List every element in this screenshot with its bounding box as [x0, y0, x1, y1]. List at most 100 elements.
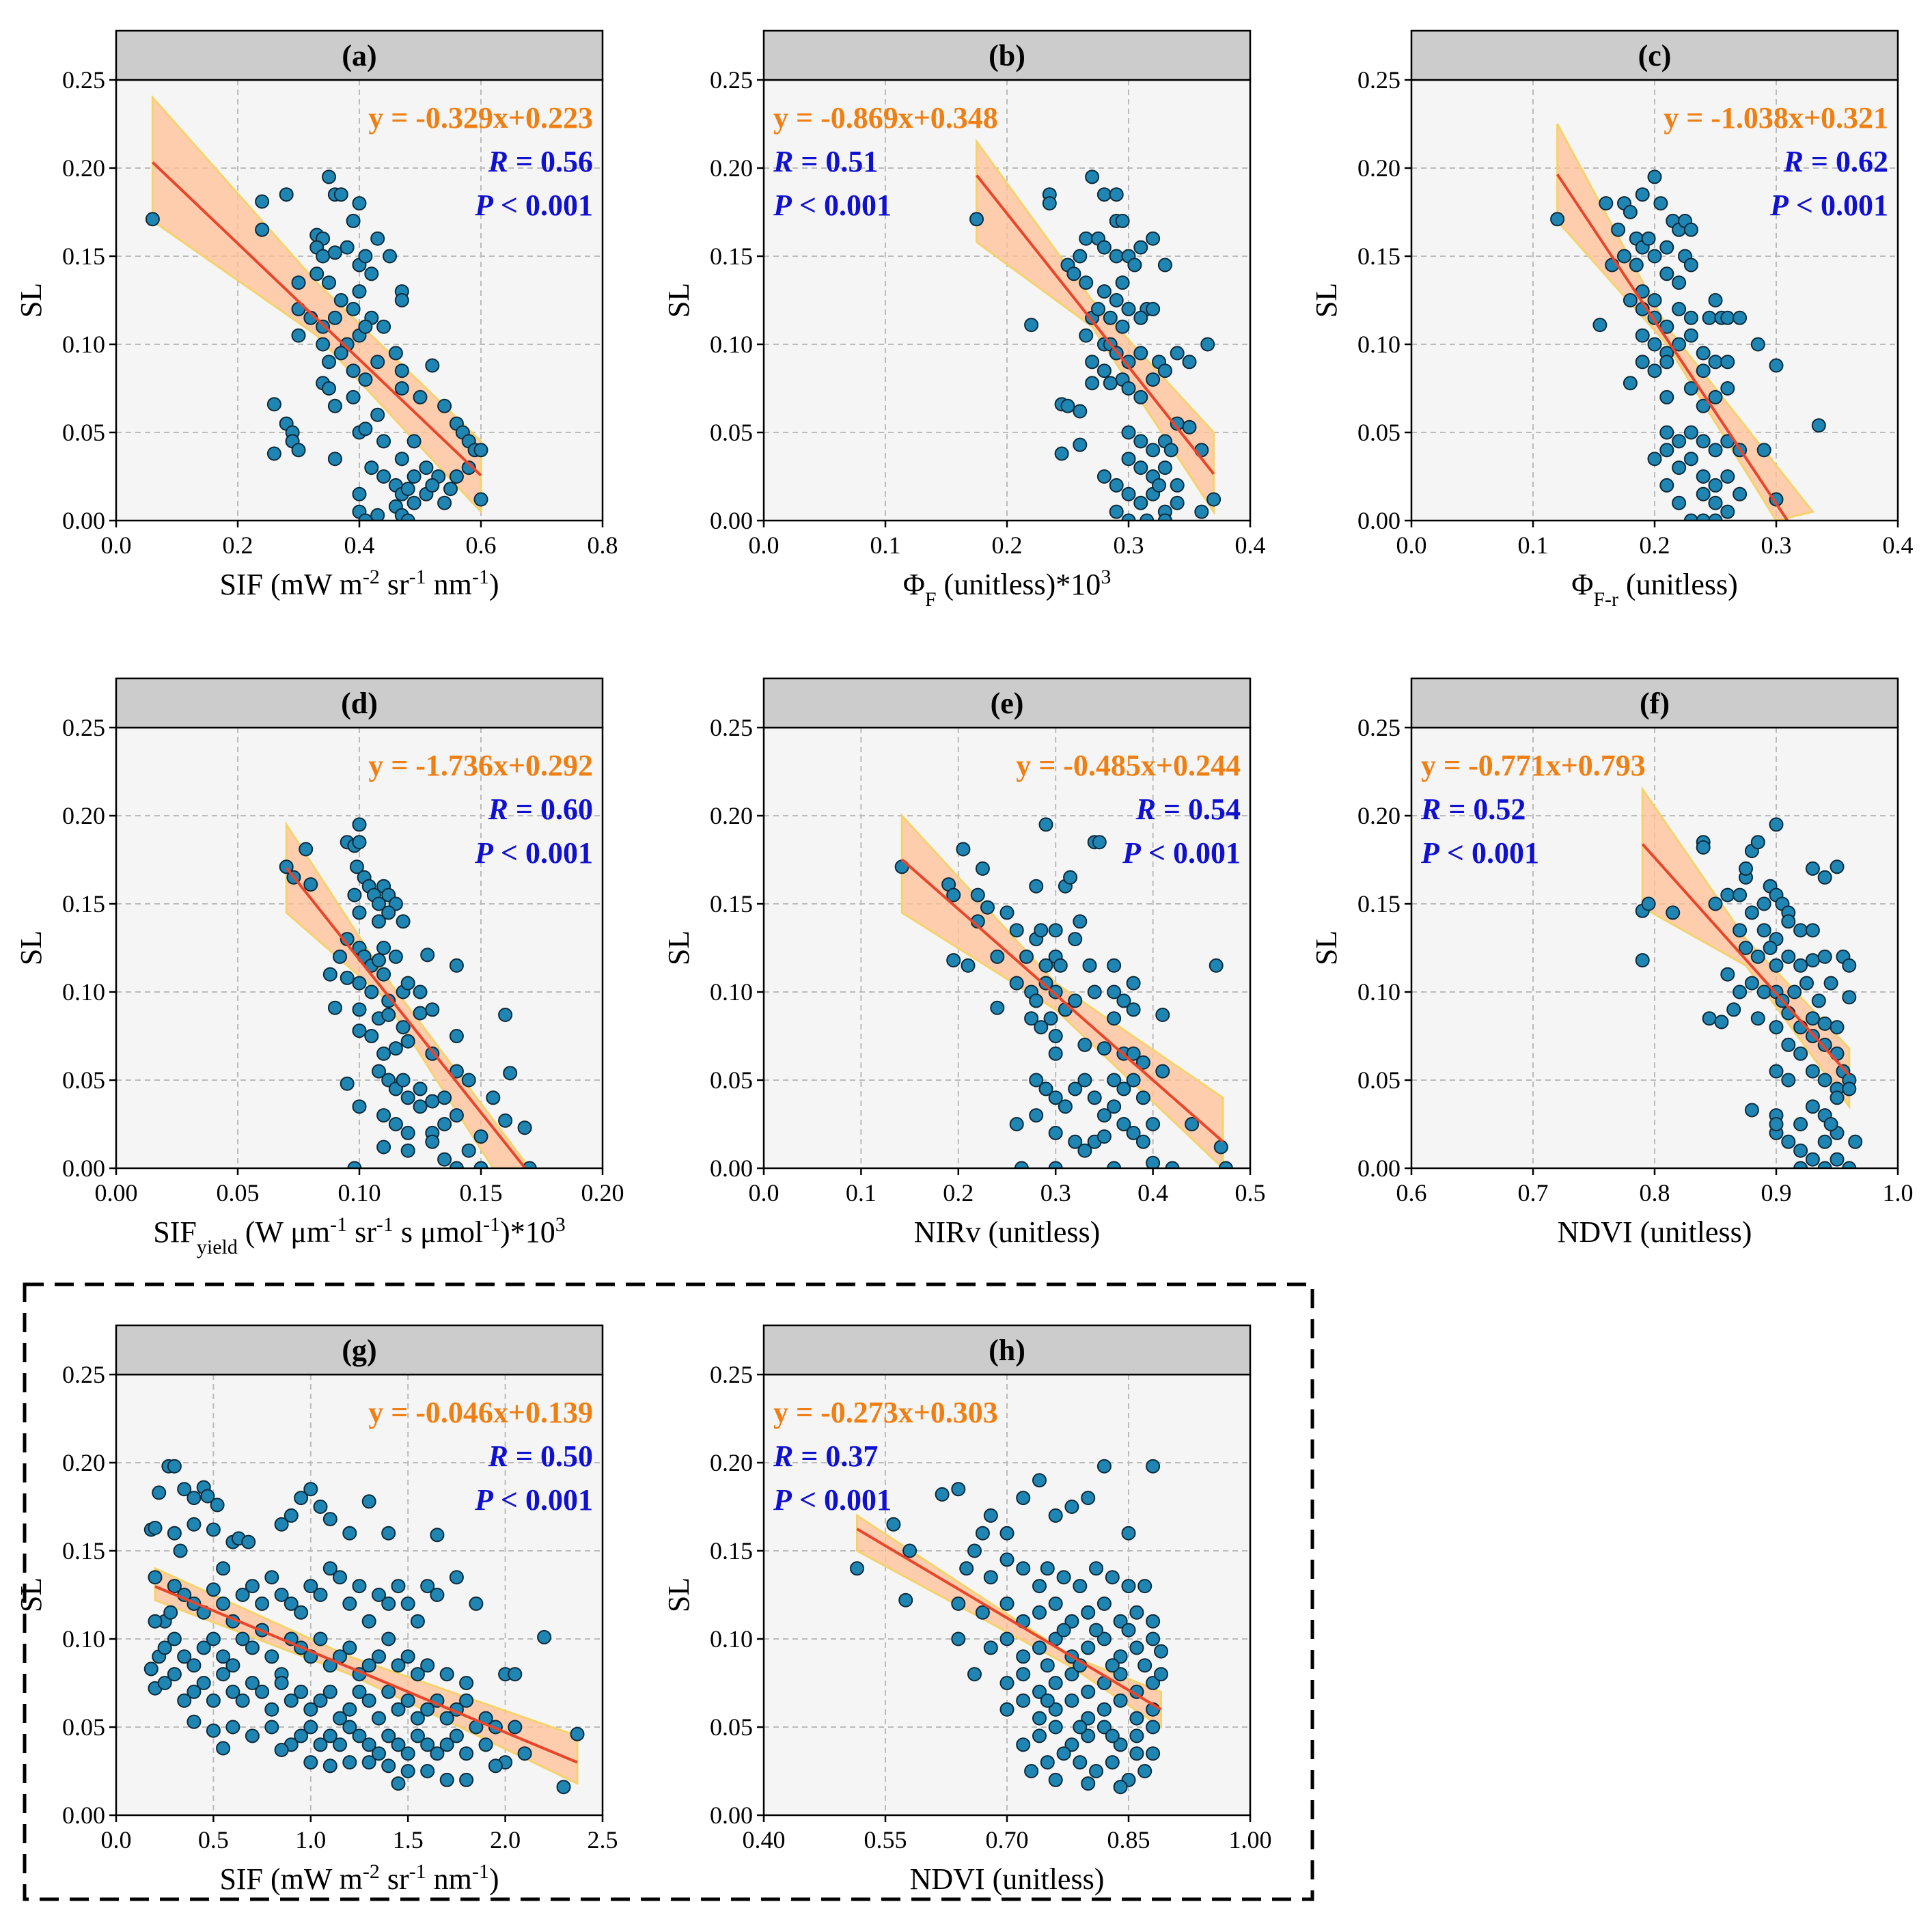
data-point	[400, 513, 415, 521]
data-point	[420, 1764, 435, 1778]
data-point	[1073, 1755, 1088, 1770]
data-point	[327, 398, 342, 413]
data-point	[1653, 196, 1668, 211]
y-tick-label: 0.05	[710, 1713, 753, 1741]
data-point	[264, 1720, 279, 1735]
data-point	[167, 1579, 182, 1594]
data-point	[1206, 492, 1222, 507]
panel-a: (a) 0.0 0.2 0.4 0.6 0.8 0.00 0.05 0.10 0.15 0.20 0.…	[14, 29, 618, 601]
data-point	[1799, 976, 1814, 991]
data-point	[1146, 1746, 1161, 1761]
data-point	[294, 1491, 309, 1506]
panel-title: (e)	[991, 687, 1024, 720]
y-tick-label: 0.05	[710, 1066, 753, 1094]
x-tick-label: 2.5	[588, 1826, 618, 1853]
data-point	[187, 1517, 202, 1532]
x-tick-label: 0.5	[198, 1826, 229, 1853]
data-point	[1659, 266, 1674, 281]
data-point	[1056, 1746, 1071, 1761]
data-point	[1107, 1161, 1122, 1168]
title-strip	[115, 1324, 604, 1376]
data-point	[1647, 169, 1662, 184]
data-point	[340, 240, 355, 255]
data-point	[358, 422, 373, 437]
data-point	[488, 1759, 503, 1774]
data-point	[1092, 835, 1107, 850]
data-point	[1714, 1015, 1729, 1030]
y-tick-label: 0.25	[710, 714, 753, 741]
data-point	[394, 381, 409, 396]
y-tick-label: 0.20	[62, 154, 105, 182]
data-point	[1696, 486, 1711, 501]
data-point	[1720, 381, 1735, 396]
x-tick-label: 1.5	[393, 1826, 424, 1853]
data-point	[225, 1658, 240, 1673]
x-tick-label: 0.8	[588, 532, 618, 559]
data-point	[1683, 222, 1698, 237]
data-point	[1048, 1702, 1063, 1717]
x-tick-label: 0.8	[1640, 1179, 1670, 1206]
regression-line	[975, 174, 1215, 475]
data-point	[1842, 990, 1857, 1005]
data-point	[1756, 896, 1771, 911]
y-tick-label: 0.00	[710, 1802, 753, 1829]
data-point	[461, 1073, 476, 1088]
data-point	[999, 1702, 1015, 1717]
data-point	[1085, 355, 1100, 370]
data-point	[274, 1517, 289, 1532]
data-point	[1064, 1737, 1079, 1752]
data-point	[342, 1702, 357, 1717]
data-point	[352, 486, 367, 501]
data-point	[370, 508, 385, 521]
data-point	[449, 1570, 464, 1585]
data-point	[1032, 1605, 1047, 1620]
data-point	[983, 1570, 998, 1585]
data-point	[522, 1161, 537, 1168]
data-point	[1744, 1103, 1759, 1118]
data-point	[439, 1711, 454, 1726]
data-point	[264, 1649, 279, 1664]
data-point	[167, 1526, 182, 1541]
data-point	[1659, 425, 1674, 440]
data-point	[1096, 1702, 1112, 1717]
y-tick-label: 0.10	[710, 1625, 753, 1653]
data-point	[1842, 958, 1857, 973]
y-tick-label: 0.10	[710, 331, 753, 358]
x-tick-label: 0.70	[986, 1826, 1029, 1853]
data-point	[508, 1667, 523, 1682]
r-value-annotation: R = 0.52	[1420, 792, 1526, 826]
data-point	[1213, 1140, 1228, 1155]
data-point	[177, 1482, 192, 1497]
data-point	[274, 1676, 289, 1690]
data-point	[1116, 993, 1131, 1008]
data-point	[1127, 258, 1142, 273]
data-point	[951, 1482, 966, 1497]
scatter-points	[279, 817, 537, 1168]
data-point	[1756, 984, 1771, 999]
data-point	[216, 1561, 231, 1576]
data-point	[1121, 1579, 1136, 1594]
data-point	[347, 1161, 362, 1168]
data-point	[1756, 443, 1771, 458]
data-point	[1611, 222, 1626, 237]
data-point	[1769, 1117, 1784, 1131]
data-point	[1185, 1117, 1200, 1131]
data-point	[391, 1737, 406, 1752]
regression-equation: y = -1.038x+0.321	[1664, 101, 1888, 135]
panel-h: (h) 0.40 0.55 0.70 0.85 1.00 0.00 0.05 0.10 0.15 0…	[662, 1324, 1272, 1896]
data-point	[1009, 923, 1024, 938]
x-tick-label: 0.2	[223, 532, 253, 559]
title-strip	[1410, 677, 1899, 729]
data-point	[316, 249, 331, 264]
data-point	[1096, 1459, 1112, 1474]
x-tick-label: 0.05	[217, 1179, 260, 1206]
data-point	[1659, 240, 1674, 255]
data-point	[313, 1737, 328, 1752]
data-point	[1038, 1081, 1053, 1097]
data-point	[1146, 372, 1161, 387]
scatter-points	[143, 1459, 585, 1795]
data-point	[1048, 1125, 1063, 1140]
data-point	[459, 1772, 474, 1787]
data-point	[333, 187, 348, 202]
data-point	[1048, 1029, 1063, 1043]
